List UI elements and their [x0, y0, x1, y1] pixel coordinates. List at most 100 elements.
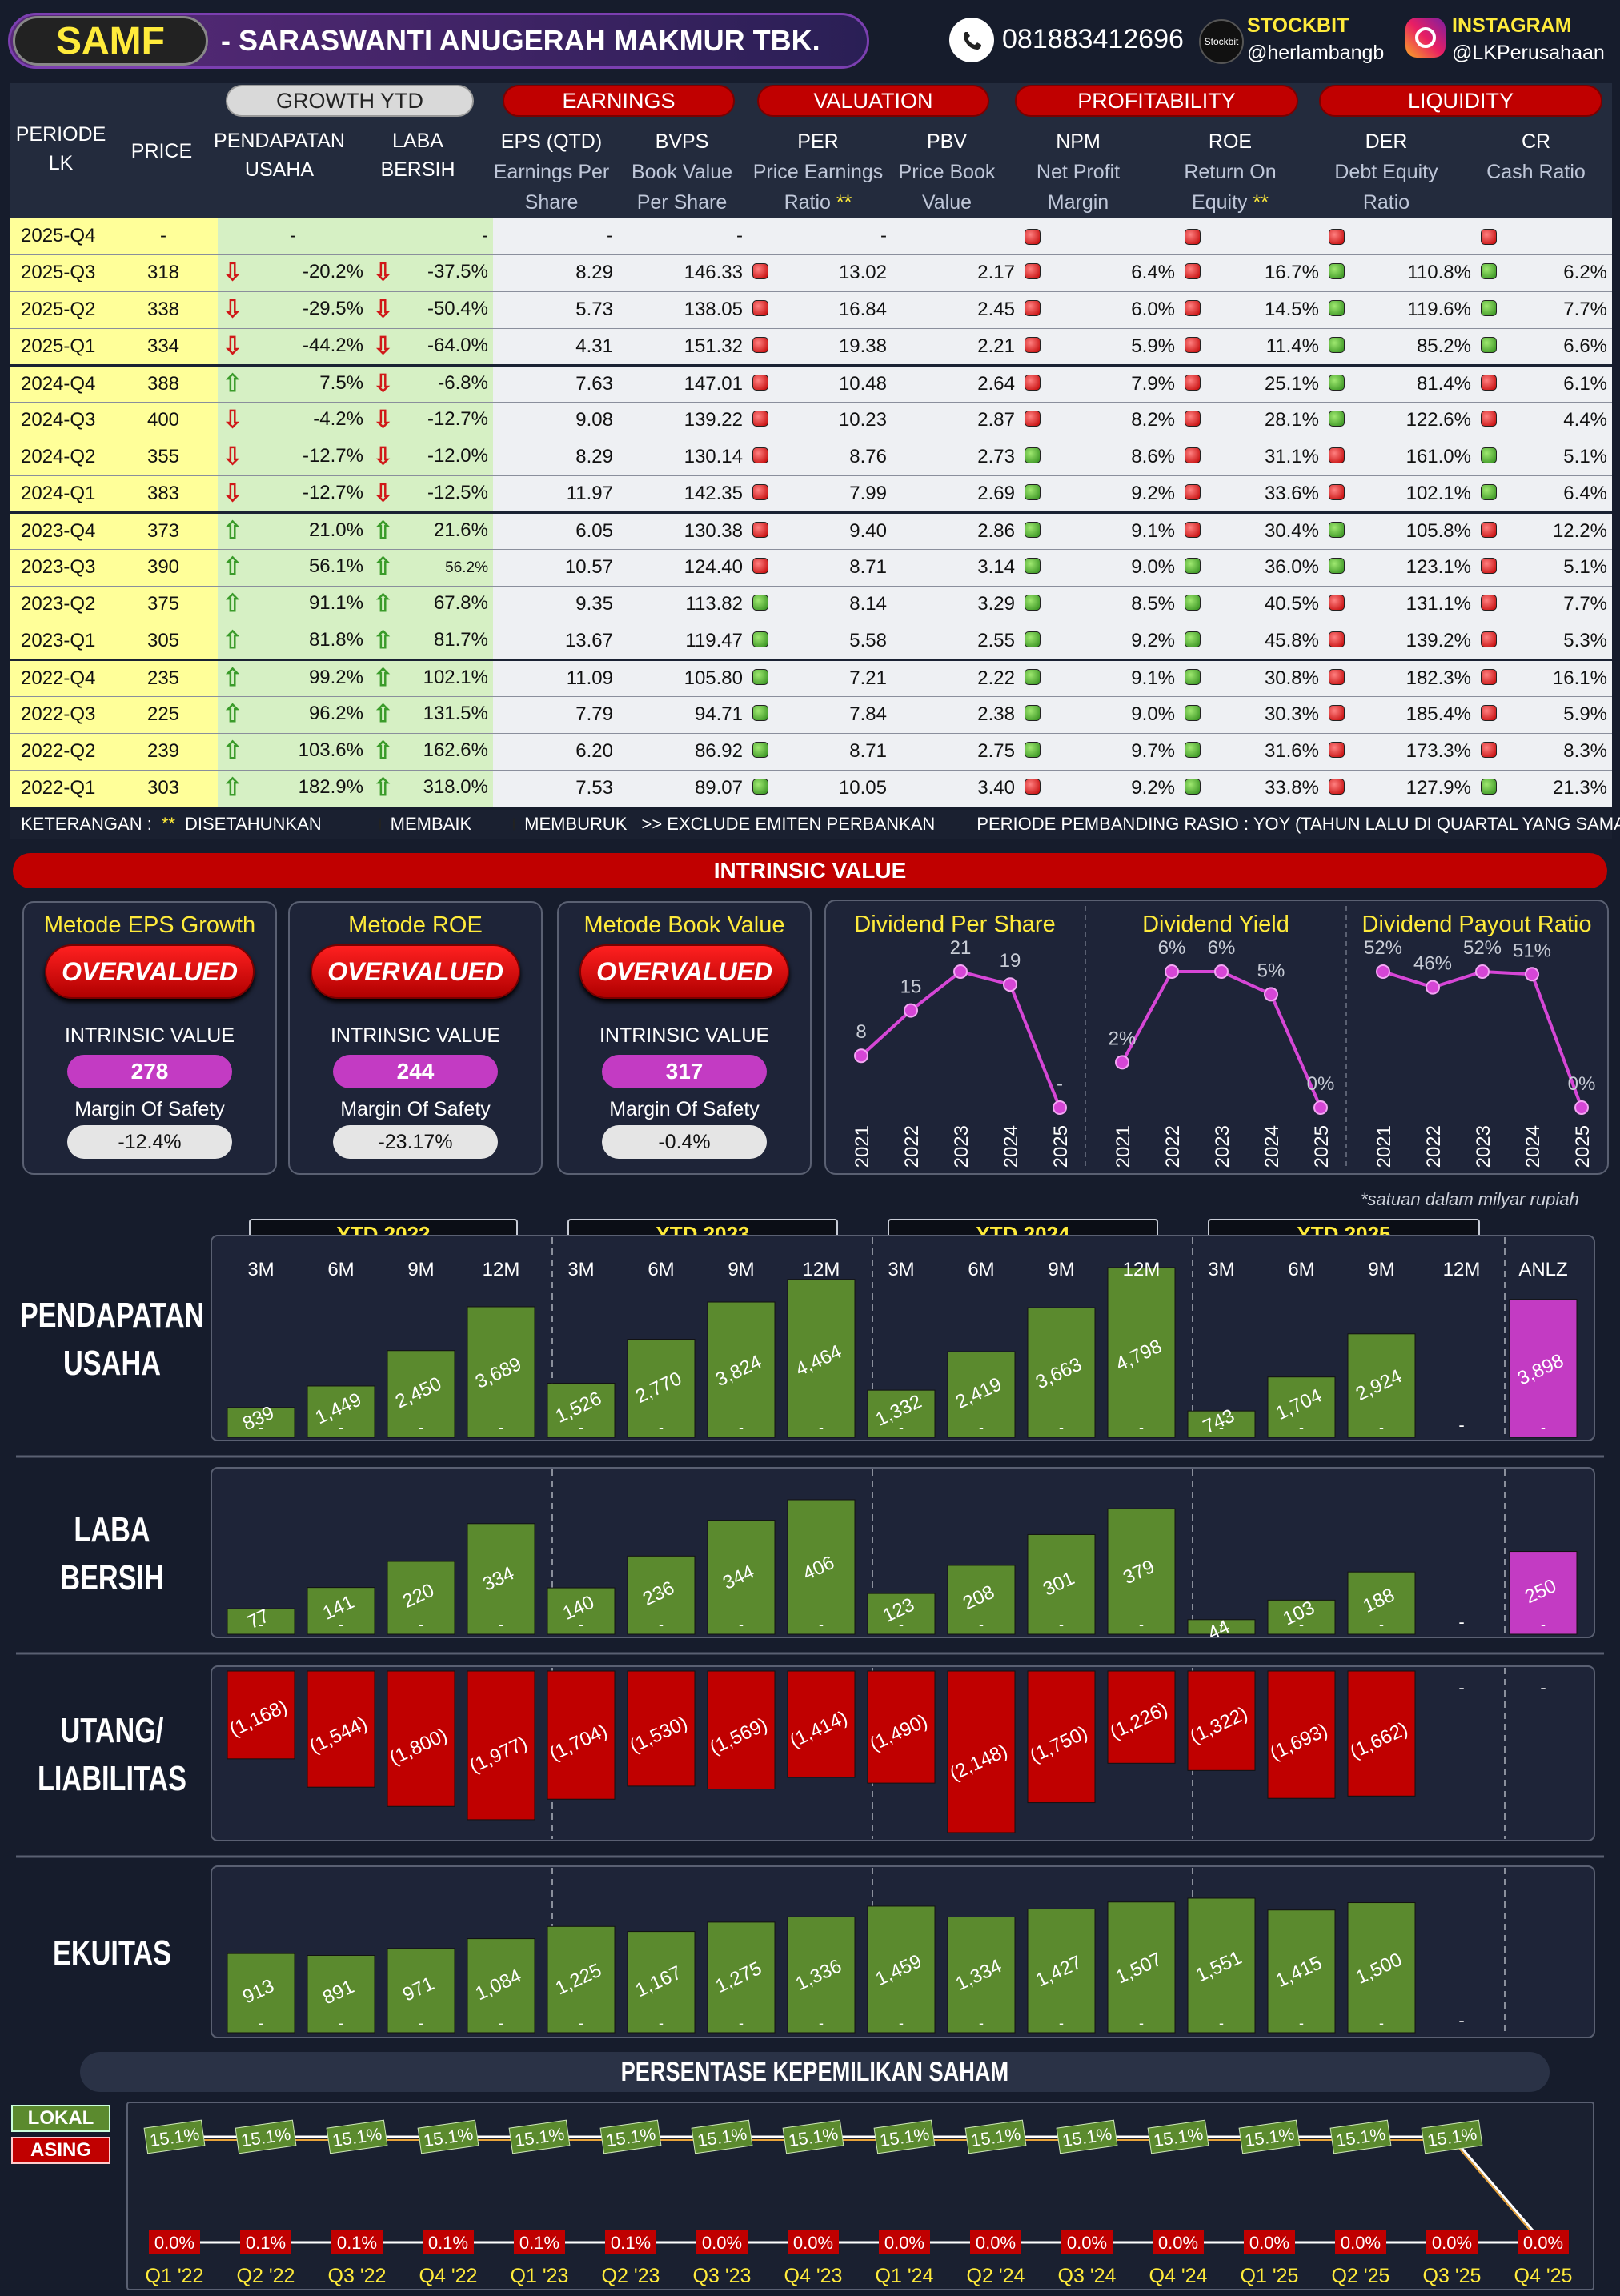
green-indicator-icon	[1481, 447, 1497, 463]
cell-periode: 2025-Q1	[10, 328, 109, 367]
eps-value: 13.67	[564, 629, 613, 651]
x-tick-label: 2022	[901, 1125, 923, 1168]
bar	[467, 1670, 535, 1821]
bar-dash: -	[339, 2015, 343, 2031]
arrow-down-icon: ⇩	[373, 443, 394, 470]
data-point	[1214, 964, 1229, 979]
intrinsic-value: 278	[67, 1055, 232, 1088]
cell-laba: ⇩ -37.5%	[368, 254, 493, 292]
bar	[1509, 1299, 1578, 1438]
red-indicator-icon	[752, 300, 768, 316]
cell-roe	[1180, 218, 1324, 255]
red-indicator-icon	[1481, 595, 1497, 611]
bar	[307, 1670, 375, 1788]
cell-roe: 28.1%	[1180, 402, 1324, 439]
data-label: 52%	[1463, 937, 1502, 959]
price-value: -	[160, 224, 166, 246]
per-value: 7.84	[849, 703, 887, 725]
npm-value: 8.6%	[1131, 446, 1175, 467]
roe-value: 30.8%	[1264, 667, 1319, 689]
arrow-up-icon: ⇧	[223, 664, 243, 691]
laba-value: -12.0%	[427, 445, 488, 467]
cell-periode: 2023-Q3	[10, 549, 109, 587]
financial-table: 2025-Q4 - - - - - - 2025-Q3 318 ⇩ -20.2% ⇩ -37.5% 8.2…	[10, 218, 1612, 807]
legend-asing: ASING	[11, 2137, 110, 2164]
data-point	[1426, 980, 1440, 995]
cell-eps: 6.20	[493, 733, 618, 771]
x-tick-label: 2022	[1423, 1125, 1445, 1168]
pendapatan-value: 56.1%	[308, 555, 363, 577]
bar-dash: -	[659, 2015, 664, 2031]
bar-dash: -	[259, 2015, 263, 2031]
bar	[467, 1306, 535, 1438]
cell-periode: 2024-Q4	[10, 365, 109, 403]
bar	[627, 1931, 696, 2034]
x-tick-label: 2023	[951, 1125, 972, 1168]
cell-pendapatan: -	[218, 218, 368, 255]
eps-value: 8.29	[575, 446, 613, 467]
data-label: -	[1057, 1073, 1063, 1095]
quarter-label: Q1 '24	[876, 2265, 934, 2287]
eps-value: 9.35	[575, 593, 613, 615]
per-value: -	[880, 224, 887, 246]
bar	[387, 1561, 455, 1635]
bar-dash: -	[1139, 1617, 1144, 1633]
cell-bvps: 139.22	[618, 402, 748, 439]
cell-pbv: 2.87	[892, 402, 1020, 439]
roe-value: 33.8%	[1264, 777, 1319, 799]
bar-dash: -	[1059, 1617, 1064, 1633]
bar	[467, 1523, 535, 1635]
cell-pendapatan: ⇧ 96.2%	[218, 696, 368, 734]
pbv-value: 2.75	[977, 740, 1015, 762]
asing-label-box	[240, 2230, 291, 2254]
asing-label-box	[514, 2230, 565, 2254]
data-point	[1376, 964, 1390, 979]
ownership-title-bar	[80, 2052, 1550, 2092]
bar	[1187, 1897, 1256, 2034]
asing-label-box	[605, 2230, 656, 2254]
period-label: 12M	[1443, 1259, 1481, 1280]
period-label: 6M	[327, 1259, 354, 1280]
bar	[1187, 1410, 1256, 1438]
quarter-label: Q2 '22	[237, 2265, 295, 2287]
cell-laba: ⇧ 131.5%	[368, 696, 493, 734]
cell-per: 10.05	[748, 770, 892, 807]
cell-npm: 9.0%	[1020, 696, 1180, 734]
col-cr: CR Cash Ratio	[1468, 126, 1604, 187]
bar-dash: -	[419, 1617, 423, 1633]
pbv-value: 2.86	[977, 519, 1015, 542]
lokal-label-box	[964, 2119, 1027, 2154]
bar	[387, 1948, 455, 2034]
bar-dash: -	[579, 1617, 583, 1633]
bar	[1267, 1376, 1336, 1438]
intrinsic-value: 317	[602, 1055, 767, 1088]
cell-eps: 11.97	[493, 475, 618, 514]
cell-roe: 33.8%	[1180, 770, 1324, 807]
der-value: 119.6%	[1407, 299, 1471, 320]
roe-value: 14.5%	[1264, 299, 1319, 320]
lokal-point: 15.1%	[873, 2119, 936, 2154]
valuation-status-badge: OVERVALUED	[311, 944, 520, 999]
period-label: 12M	[1123, 1259, 1161, 1280]
cell-laba: ⇧ 102.1%	[368, 659, 493, 697]
cell-der: 102.1%	[1324, 475, 1476, 514]
pbv-value: 2.38	[977, 703, 1015, 725]
laba-value: -12.5%	[427, 481, 488, 503]
cell-der: 110.8%	[1324, 254, 1476, 292]
period-label: 3M	[247, 1259, 274, 1280]
bar	[547, 1587, 616, 1635]
arrow-up-icon: ⇧	[223, 370, 243, 397]
cell-npm: 7.9%	[1020, 365, 1180, 403]
bar	[867, 1905, 936, 2034]
bar-dash: -	[1219, 1420, 1224, 1436]
der-value: 123.1%	[1405, 556, 1471, 578]
cell-roe: 45.8%	[1180, 623, 1324, 661]
legend-ket: KETERANGAN :	[21, 814, 152, 834]
red-indicator-icon	[1329, 595, 1345, 611]
whatsapp-icon	[949, 18, 994, 62]
npm-value: 9.7%	[1131, 740, 1175, 762]
red-dot-icon	[513, 818, 515, 831]
pendapatan-value: 103.6%	[298, 739, 363, 761]
cell-npm: 8.2%	[1020, 402, 1180, 439]
price-value: 373	[146, 519, 180, 542]
